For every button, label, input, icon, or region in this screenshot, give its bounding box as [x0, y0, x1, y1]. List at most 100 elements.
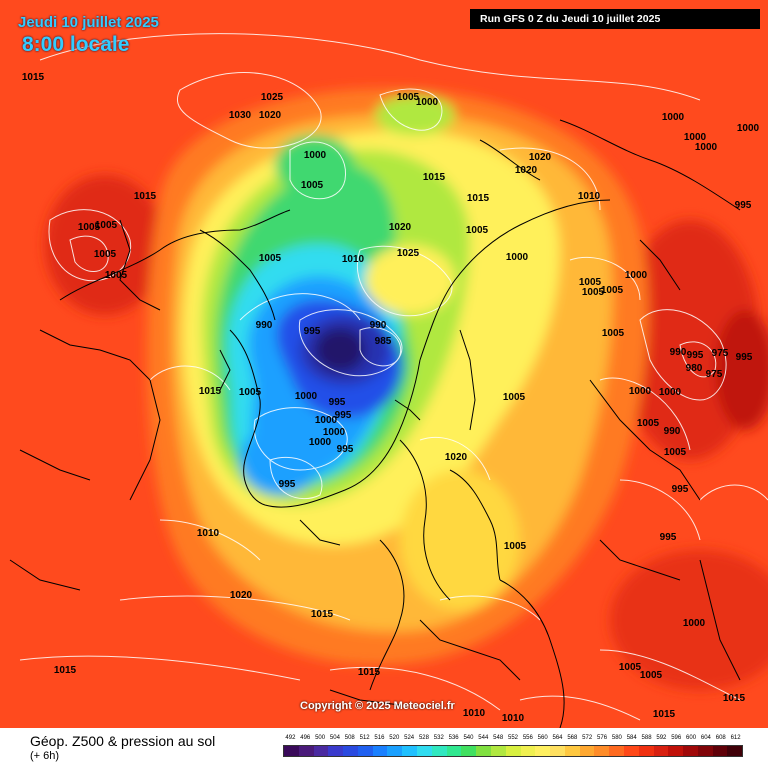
color-swatch — [490, 746, 506, 756]
color-swatch — [712, 746, 728, 756]
scale-label: 532 — [433, 735, 444, 741]
pressure-label: 1020 — [259, 110, 282, 121]
pressure-label: 1005 — [239, 387, 262, 398]
color-swatch — [402, 746, 418, 756]
color-swatch — [298, 746, 314, 756]
color-swatch — [683, 746, 698, 756]
color-swatch — [328, 746, 344, 756]
forecast-date: Jeudi 10 juillet 2025 — [18, 14, 159, 31]
scale-label: 596 — [671, 735, 682, 741]
pressure-label: 1020 — [230, 590, 253, 601]
pressure-label: 1015 — [653, 709, 676, 720]
pressure-label: 1015 — [199, 386, 222, 397]
scale-label: 544 — [478, 735, 489, 741]
isobars — [19, 33, 768, 721]
pressure-label: 1010 — [342, 254, 365, 265]
pressure-label: 1000 — [304, 150, 327, 161]
color-scale-labels: 492 496 500 504 508 512 516 520 524 528 532 536 540 5… — [283, 735, 743, 745]
color-swatch — [653, 746, 669, 756]
pressure-label: 1005 — [259, 253, 282, 264]
weather-map: 1015 1025 1030 1020 1005 1000 1000 1005 1015 1015… — [0, 0, 768, 728]
scale-label: 500 — [315, 735, 326, 741]
color-swatch — [357, 746, 373, 756]
color-swatch — [446, 746, 462, 756]
pressure-label: 1000 — [662, 112, 685, 123]
pressure-label: 1005 — [301, 180, 324, 191]
pressure-label: 1005 — [503, 392, 526, 403]
pressure-label: 1000 — [309, 437, 332, 448]
scale-label: 564 — [552, 735, 563, 741]
scale-label: 508 — [344, 735, 355, 741]
pressure-label: 1005 — [466, 225, 489, 236]
color-swatch — [564, 746, 580, 756]
pressure-label: 1000 — [506, 252, 529, 263]
color-swatch — [476, 746, 491, 756]
pressure-label: 1005 — [664, 447, 687, 458]
pressure-label: 1010 — [463, 708, 486, 719]
color-swatch — [417, 746, 432, 756]
color-swatch — [668, 746, 684, 756]
scale-label: 608 — [715, 735, 726, 741]
pressure-label: 1005 — [95, 220, 118, 231]
pressure-label: 1025 — [261, 92, 284, 103]
color-swatch — [343, 746, 358, 756]
pressure-label: 1000 — [659, 387, 682, 398]
pressure-label: 1005 — [637, 418, 660, 429]
scale-label: 552 — [507, 735, 519, 741]
color-swatch — [609, 746, 624, 756]
pressure-label: 975 — [712, 348, 729, 359]
pressure-label: 1000 — [629, 386, 652, 397]
pressure-label: 995 — [329, 397, 346, 408]
pressure-label: 1005 — [579, 277, 602, 288]
z500-field — [45, 88, 768, 690]
color-swatch — [387, 746, 403, 756]
color-swatch — [313, 746, 329, 756]
pressure-label: 1025 — [397, 248, 420, 259]
pressure-label: 1005 — [640, 670, 663, 681]
pressure-label: 995 — [735, 200, 752, 211]
pressure-label: 995 — [279, 479, 296, 490]
pressure-label: 995 — [672, 484, 689, 495]
scale-label: 516 — [374, 735, 385, 741]
color-swatch — [697, 746, 713, 756]
pressure-label: 1015 — [54, 665, 77, 676]
pressure-label: 1015 — [423, 172, 446, 183]
pressure-label: 985 — [375, 336, 392, 347]
pressure-label: 1005 — [582, 287, 605, 298]
legend-footer: Géop. Z500 & pression au sol (+ 6h) 492 4… — [0, 728, 768, 768]
pressure-label: 1005 — [105, 270, 128, 281]
pressure-label: 1020 — [529, 152, 552, 163]
pressure-label: 990 — [256, 320, 273, 331]
pressure-label: 1000 — [683, 618, 706, 629]
scale-label: 540 — [463, 735, 474, 741]
scale-label: 568 — [567, 735, 578, 741]
pressure-label: 1000 — [625, 270, 648, 281]
pressure-label: 1015 — [723, 693, 746, 704]
color-swatch — [520, 746, 536, 756]
color-swatch — [638, 746, 654, 756]
color-swatch — [535, 746, 551, 756]
pressure-label: 1010 — [502, 713, 525, 724]
pressure-label: 995 — [687, 350, 704, 361]
coastlines — [9, 119, 741, 728]
copyright: Copyright © 2025 Meteociel.fr — [300, 700, 455, 712]
color-swatch — [372, 746, 388, 756]
pressure-label: 1020 — [515, 165, 538, 176]
pressure-label: 995 — [736, 352, 753, 363]
pressure-label: 1000 — [737, 123, 760, 134]
color-swatch — [461, 746, 477, 756]
scale-label: 584 — [626, 735, 637, 741]
scale-label: 524 — [404, 735, 415, 741]
scale-label: 600 — [686, 735, 697, 741]
pressure-label: 990 — [370, 320, 387, 331]
forecast-time: 8:00 locale — [22, 33, 130, 56]
scale-label: 536 — [448, 735, 459, 741]
color-scale-bar — [283, 745, 743, 757]
scale-label: 612 — [730, 735, 741, 741]
scale-label: 496 — [300, 735, 311, 741]
color-swatch — [505, 746, 521, 756]
scale-label: 556 — [522, 735, 533, 741]
pressure-label: 995 — [335, 410, 352, 421]
